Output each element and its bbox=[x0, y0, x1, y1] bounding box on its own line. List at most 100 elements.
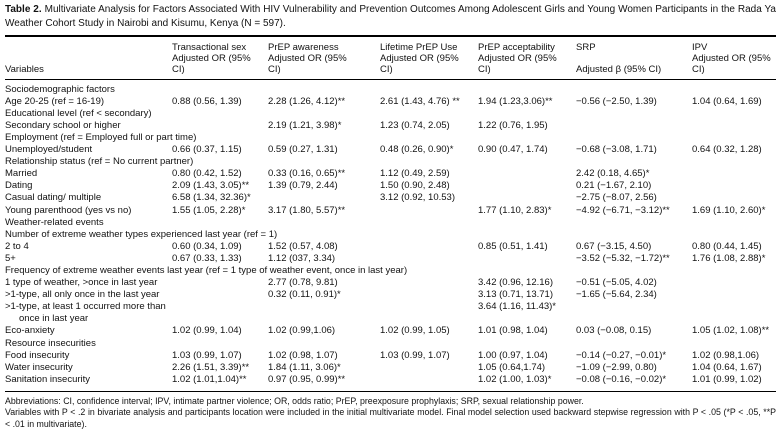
row-label: >1-type, all only once in the last year bbox=[5, 289, 160, 301]
row-label: 2 to 4 bbox=[5, 240, 29, 252]
table-row: Married 0.80 (0.42, 1.52) 0.33 (0.16, 0.65… bbox=[5, 168, 776, 180]
cell-value: −1.09 (−2.99, 0.80) bbox=[576, 361, 657, 373]
cell-value bbox=[576, 301, 692, 325]
cell-value: 1.12 (037, 3.34) bbox=[268, 252, 336, 264]
table-caption: Multivariate Analysis for Factors Associ… bbox=[5, 4, 776, 29]
cell-value bbox=[172, 301, 268, 325]
table-row: Water insecurity 2.26 (1.51, 3.39)** 1.84 … bbox=[5, 362, 776, 374]
cell-value bbox=[268, 132, 380, 144]
table-row: Unemployed/student 0.66 (0.37, 1.15) 0.59 … bbox=[5, 144, 776, 156]
row-label: 1 type of weather, >once in last year bbox=[5, 277, 158, 289]
column-header-transactional-sex: Transactional sex Adjusted OR (95% CI) bbox=[172, 42, 268, 76]
bottom-rule bbox=[5, 390, 776, 392]
column-header-variables: Variables bbox=[5, 42, 172, 76]
cell-value: 0.03 (−0.08, 0.15) bbox=[576, 325, 652, 337]
table-row: >1-type, at least 1 occurred more than o… bbox=[5, 301, 776, 325]
table-row: Sanitation insecurity 1.02 (1.01,1.04)** 0… bbox=[5, 374, 776, 386]
cell-value: 1.77 (1.10, 2.83)* bbox=[478, 204, 552, 216]
cell-value: 1.76 (1.08, 2.88)* bbox=[692, 252, 766, 264]
header-rule bbox=[5, 78, 776, 80]
cell-value bbox=[692, 229, 777, 241]
cell-value bbox=[380, 362, 478, 374]
cell-value bbox=[380, 241, 478, 253]
cell-value bbox=[692, 192, 777, 204]
column-header-label: Transactional sex bbox=[172, 41, 247, 53]
row-label: Water insecurity bbox=[5, 361, 73, 373]
cell-value: 1.12 (0.49, 2.59) bbox=[380, 168, 450, 180]
cell-value bbox=[576, 108, 692, 120]
cell-value bbox=[172, 120, 268, 132]
cell-value: 1.02 (1.01,1.04)** bbox=[172, 373, 247, 385]
cell-value bbox=[380, 253, 478, 265]
cell-value: −0.14 (−0.27, −0.01)* bbox=[576, 349, 667, 361]
cell-value bbox=[576, 120, 692, 132]
cell-value: 0.60 (0.34, 1.09) bbox=[172, 240, 242, 252]
cell-value: 0.59 (0.27, 1.31) bbox=[268, 144, 338, 156]
cell-value: 1.02 (1.00, 1.03)* bbox=[478, 373, 552, 385]
column-header-srp: SRP Adjusted β (95% CI) bbox=[576, 42, 692, 76]
cell-value bbox=[268, 265, 380, 277]
cell-value: 1.02 (0.98,1.06) bbox=[692, 349, 760, 361]
cell-value: −0.56 (−2.50, 1.39) bbox=[576, 95, 657, 107]
row-label: Sanitation insecurity bbox=[5, 373, 91, 385]
cell-value bbox=[692, 120, 777, 132]
cell-value: 1.02 (0.98, 1.07) bbox=[268, 349, 338, 361]
table-row: Dating 2.09 (1.43, 3.05)** 1.39 (0.79, 2.4… bbox=[5, 180, 776, 192]
section-row: Weather-related events bbox=[5, 217, 776, 229]
cell-value: 0.85 (0.51, 1.41) bbox=[478, 240, 548, 252]
cell-value: 0.21 (−1.67, 2.10) bbox=[576, 180, 652, 192]
cell-value bbox=[380, 374, 478, 386]
column-header-sublabel: Adjusted OR (95% CI) bbox=[692, 52, 771, 75]
cell-value: 3.12 (0.92, 10.53) bbox=[380, 192, 455, 204]
cell-value bbox=[172, 289, 268, 301]
cell-value bbox=[692, 168, 777, 180]
table-row: Educational level (ref < secondary) bbox=[5, 108, 776, 120]
column-header-label: SRP bbox=[576, 41, 596, 53]
column-header-sublabel: Adjusted OR (95% CI) bbox=[478, 52, 557, 75]
cell-value bbox=[380, 132, 478, 144]
cell-value: 3.64 (1.16, 11.43)* bbox=[478, 301, 556, 313]
cell-value: 0.32 (0.11, 0.91)* bbox=[268, 289, 341, 301]
cell-value bbox=[576, 132, 692, 144]
cell-value: 0.88 (0.56, 1.39) bbox=[172, 95, 242, 107]
table-row: Number of extreme weather types experien… bbox=[5, 229, 776, 241]
row-label: Casual dating/ multiple bbox=[5, 192, 102, 204]
cell-value: 0.33 (0.16, 0.65)** bbox=[268, 168, 346, 180]
cell-value: 1.04 (0.64, 1.67) bbox=[692, 361, 762, 373]
column-header-sublabel: Adjusted OR (95% CI) bbox=[380, 52, 459, 75]
cell-value bbox=[692, 289, 777, 301]
table-row: Relationship status (ref = No current pa… bbox=[5, 156, 776, 168]
cell-value bbox=[268, 108, 380, 120]
cell-value bbox=[478, 132, 576, 144]
cell-value: 0.80 (0.42, 1.52) bbox=[172, 168, 242, 180]
table-row: 1 type of weather, >once in last year 2.7… bbox=[5, 277, 776, 289]
table-row: Secondary school or higher 2.19 (1.21, 3.… bbox=[5, 120, 776, 132]
cell-value: 1.39 (0.79, 2.44) bbox=[268, 180, 338, 192]
cell-value: 1.55 (1.05, 2.28)* bbox=[172, 204, 246, 216]
cell-value: −1.65 (−5.64, 2.34) bbox=[576, 289, 657, 301]
cell-value: 1.02 (0.99, 1.05) bbox=[380, 325, 450, 337]
cell-value: 0.67 (0.33, 1.33) bbox=[172, 252, 242, 264]
cell-value bbox=[478, 156, 576, 168]
cell-value: −0.68 (−3.08, 1.71) bbox=[576, 144, 657, 156]
table-title: Table 2. Multivariate Analysis for Factor… bbox=[5, 3, 776, 31]
cell-value: −2.75 (−8.07, 2.56) bbox=[576, 192, 657, 204]
cell-value: 0.80 (0.44, 1.45) bbox=[692, 240, 762, 252]
cell-value bbox=[172, 277, 268, 289]
cell-value bbox=[380, 277, 478, 289]
cell-value: 1.01 (0.98, 1.04) bbox=[478, 325, 548, 337]
cell-value bbox=[478, 108, 576, 120]
row-label: >1-type, at least 1 occurred more than o… bbox=[5, 301, 166, 325]
cell-value bbox=[380, 156, 478, 168]
cell-value bbox=[172, 229, 268, 241]
row-label: Eco-anxiety bbox=[5, 325, 55, 337]
table-row: Frequency of extreme weather events last… bbox=[5, 265, 776, 277]
cell-value: 1.01 (0.99, 1.02) bbox=[692, 373, 762, 385]
cell-value bbox=[692, 180, 777, 192]
row-label: Number of extreme weather types experien… bbox=[5, 228, 278, 240]
table-row: Casual dating/ multiple 6.58 (1.34, 32.36… bbox=[5, 192, 776, 204]
cell-value bbox=[478, 168, 576, 180]
row-label: Relationship status (ref = No current pa… bbox=[5, 156, 194, 168]
cell-value: 1.84 (1.11, 3.06)* bbox=[268, 361, 341, 373]
